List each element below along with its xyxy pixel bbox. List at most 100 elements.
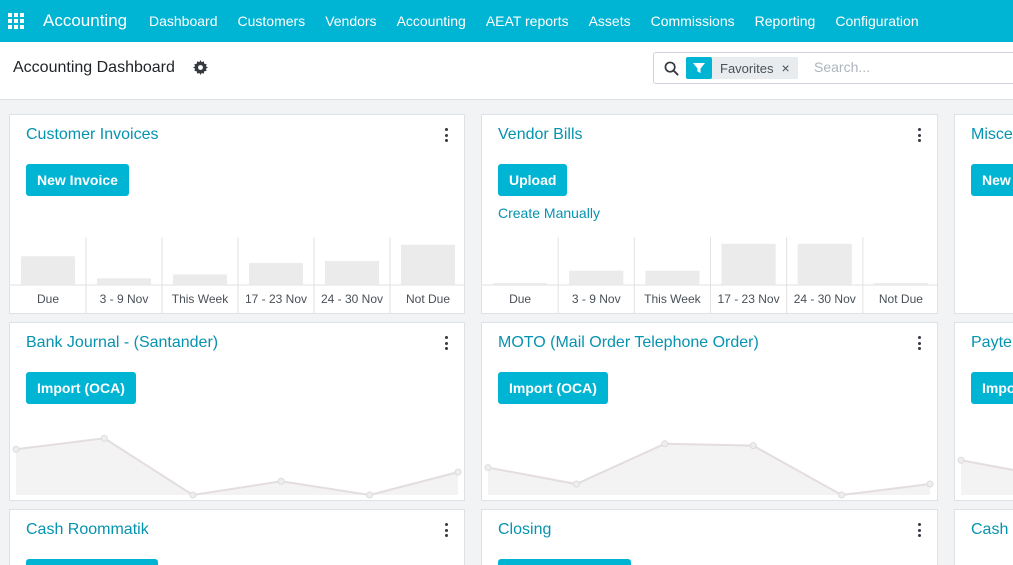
card-title[interactable]: Closing <box>498 521 552 538</box>
menu-customers[interactable]: Customers <box>237 13 306 29</box>
kebab-menu-icon[interactable] <box>444 523 448 537</box>
menu-dashboard[interactable]: Dashboard <box>149 13 218 29</box>
chart-tick-label: Due <box>509 292 531 306</box>
filter-icon <box>686 57 712 79</box>
card-title[interactable]: Bank Journal - (Santander) <box>26 334 219 351</box>
kebab-menu-icon[interactable] <box>444 128 448 142</box>
moto-chart[interactable] <box>482 423 938 501</box>
app-brand[interactable]: Accounting <box>43 11 128 30</box>
chart-bar <box>721 243 776 285</box>
kebab-menu-icon[interactable] <box>917 336 921 350</box>
main-menu: Dashboard Customers Vendors Accounting A… <box>149 13 939 29</box>
chart-line <box>15 437 459 497</box>
chart-area-fill <box>16 438 458 495</box>
card-closing: Closing <box>481 509 938 565</box>
card-action-button[interactable] <box>26 559 158 565</box>
chart-line <box>487 442 931 497</box>
kebab-menu-icon[interactable] <box>917 128 921 142</box>
app-grid-icon[interactable] <box>8 13 24 29</box>
chart-bar <box>21 256 75 285</box>
import-oca-button[interactable]: Import (OCA) <box>26 372 136 404</box>
card-vendor-bills: Vendor Bills Upload Create Manually Due 3… <box>481 114 938 314</box>
top-navbar: Accounting Dashboard Customers Vendors A… <box>0 0 1013 42</box>
chart-tick-label: This Week <box>644 292 701 306</box>
bank-journal-chart[interactable] <box>10 423 465 501</box>
card-cash: Cash <box>954 509 1013 565</box>
card-paytef: Payte Impo <box>954 322 1013 501</box>
menu-reporting[interactable]: Reporting <box>754 13 816 29</box>
chart-bar <box>797 243 852 285</box>
paytef-chart[interactable] <box>955 423 1013 501</box>
card-title[interactable]: Payte <box>971 334 1012 351</box>
import-oca-button[interactable]: Import (OCA) <box>498 372 608 404</box>
menu-commissions[interactable]: Commissions <box>650 13 735 29</box>
chart-point <box>454 468 462 476</box>
chart-point <box>277 477 285 485</box>
chart-tick-label: 3 - 9 Nov <box>100 292 149 306</box>
menu-vendors[interactable]: Vendors <box>325 13 377 29</box>
chart-bar <box>873 283 928 285</box>
card-customer-invoices: Customer Invoices New Invoice Due 3 - 9 N… <box>9 114 465 314</box>
menu-assets[interactable]: Assets <box>588 13 631 29</box>
menu-aeat-reports[interactable]: AEAT reports <box>485 13 569 29</box>
card-moto: MOTO (Mail Order Telephone Order) Import… <box>481 322 938 501</box>
upload-button[interactable]: Upload <box>498 164 568 196</box>
new-button[interactable]: New <box>971 164 1013 196</box>
chart-point <box>661 440 669 448</box>
chart-bar <box>249 262 303 285</box>
chart-point <box>838 491 846 499</box>
chart-bar <box>401 244 455 285</box>
chart-tick-label: Not Due <box>406 292 450 306</box>
gear-icon[interactable] <box>193 60 208 75</box>
search-icon[interactable] <box>664 61 679 76</box>
menu-configuration[interactable]: Configuration <box>835 13 919 29</box>
card-title[interactable]: Vendor Bills <box>498 126 583 143</box>
card-title[interactable]: MOTO (Mail Order Telephone Order) <box>498 334 759 351</box>
chart-point <box>366 491 374 499</box>
card-misc: Misce New <box>954 114 1013 314</box>
chart-bar <box>325 261 379 285</box>
chart-tick-label: 3 - 9 Nov <box>572 292 621 306</box>
search-bar: Favorites × <box>653 52 1013 84</box>
card-title[interactable]: Misce <box>971 126 1013 143</box>
chart-bar <box>173 274 227 285</box>
chart-bar <box>645 270 700 285</box>
search-input[interactable] <box>814 59 1013 75</box>
card-title[interactable]: Cash Roommatik <box>26 521 149 538</box>
create-manually-link[interactable]: Create Manually <box>498 205 600 221</box>
import-button[interactable]: Impo <box>971 372 1013 404</box>
chart-tick-label: Not Due <box>879 292 923 306</box>
card-title[interactable]: Cash <box>971 521 1009 538</box>
search-facet: Favorites × <box>686 57 798 79</box>
page-title: Accounting Dashboard <box>13 59 175 76</box>
chart-bar <box>97 278 151 285</box>
menu-accounting[interactable]: Accounting <box>396 13 466 29</box>
control-panel: Accounting Dashboard Favorites × <box>0 42 1013 100</box>
facet-label: Favorites <box>720 60 774 76</box>
chart-area-fill <box>488 443 930 495</box>
vendor-bills-chart[interactable]: Due 3 - 9 Nov This Week 17 - 23 Nov 24 - 30 … <box>482 237 938 313</box>
chart-tick-label: 17 - 23 Nov <box>245 292 307 306</box>
chart-bar <box>493 283 548 285</box>
chart-point <box>957 456 965 464</box>
chart-tick-label: 24 - 30 Nov <box>321 292 383 306</box>
chart-point <box>749 442 757 450</box>
facet-close-icon[interactable]: × <box>781 60 790 76</box>
new-invoice-button[interactable]: New Invoice <box>26 164 129 196</box>
chart-point <box>100 434 108 442</box>
card-bank-journal: Bank Journal - (Santander) Import (OCA) <box>9 322 465 501</box>
card-title[interactable]: Customer Invoices <box>26 126 159 143</box>
chart-bar <box>569 270 624 285</box>
chart-tick-label: This Week <box>172 292 229 306</box>
chart-point <box>189 491 197 499</box>
kebab-menu-icon[interactable] <box>444 336 448 350</box>
card-cash-roommatik: Cash Roommatik <box>9 509 465 565</box>
chart-point <box>12 445 20 453</box>
kebab-menu-icon[interactable] <box>917 523 921 537</box>
chart-point <box>926 480 934 488</box>
card-action-button[interactable] <box>498 559 631 565</box>
chart-line <box>960 459 1013 471</box>
customer-invoices-chart[interactable]: Due 3 - 9 Nov This Week 17 - 23 Nov 24 - 30 … <box>10 237 465 313</box>
chart-point <box>484 464 492 472</box>
chart-area-fill <box>961 460 1013 495</box>
